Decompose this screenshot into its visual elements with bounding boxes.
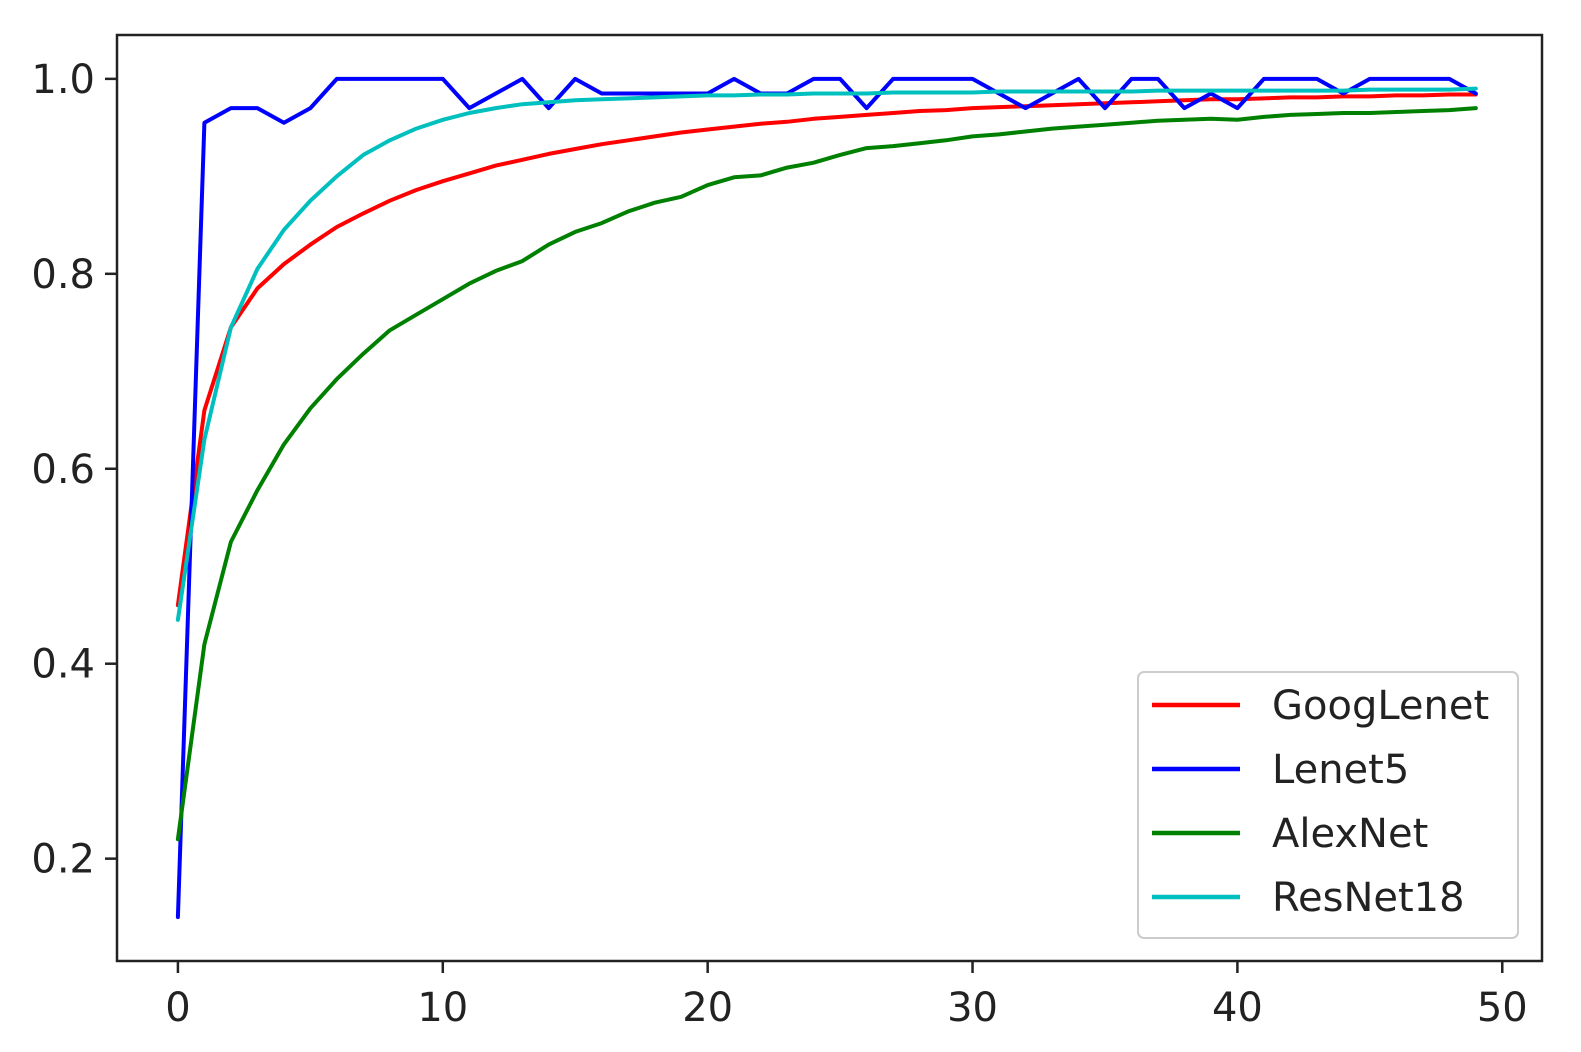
y-tick-label: 0.6 (31, 447, 95, 493)
x-tick-label: 40 (1212, 985, 1263, 1031)
y-tick-label: 0.4 (31, 642, 95, 688)
series-line-alexnet (175, 106, 1478, 842)
legend-label-alexnet: AlexNet (1272, 811, 1428, 857)
series-line-resnet18 (175, 86, 1478, 622)
series-line-googlenet (175, 92, 1478, 608)
x-tick-label: 30 (947, 985, 998, 1031)
x-tick-label: 20 (682, 985, 733, 1031)
y-tick-label: 1.0 (31, 57, 95, 103)
legend-box (1137, 671, 1519, 939)
plot-frame (115, 33, 1544, 963)
x-tick-label: 50 (1477, 985, 1528, 1031)
x-axis: 0 10 20 30 40 50 (165, 961, 1528, 1031)
legend-label-googlenet: GoogLenet (1272, 683, 1489, 729)
legend-label-lenet5: Lenet5 (1272, 747, 1409, 793)
legend: GoogLenet Lenet5 AlexNet ResNet18 (1137, 671, 1519, 939)
series-layer (175, 76, 1478, 920)
y-tick-label: 0.8 (31, 252, 95, 298)
x-tick-label: 10 (417, 985, 468, 1031)
y-tick-label: 0.2 (31, 837, 95, 883)
legend-label-resnet18: ResNet18 (1272, 875, 1465, 921)
x-tick-label: 0 (165, 985, 190, 1031)
series-line-lenet5 (175, 76, 1478, 920)
y-axis: 0.2 0.4 0.6 0.8 1.0 (31, 57, 117, 883)
